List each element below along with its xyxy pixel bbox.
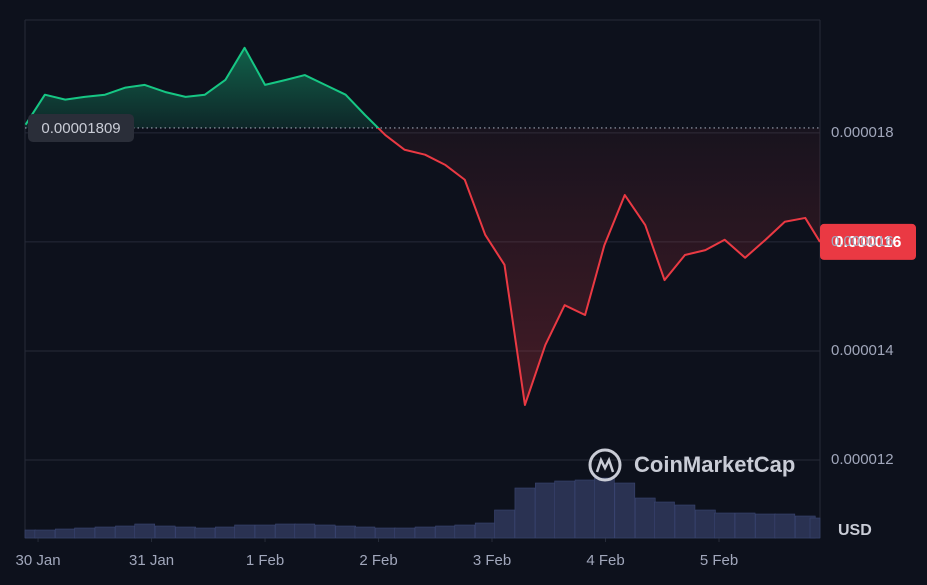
volume-bar (614, 482, 636, 539)
volume-bar (375, 527, 396, 539)
volume-bar (734, 512, 756, 539)
volume-bar (714, 512, 735, 539)
baseline-label: 0.00001809 (41, 120, 120, 137)
volume-bar (275, 523, 296, 539)
volume-bar (535, 482, 556, 539)
price-area (25, 47, 821, 405)
volume-bar (554, 480, 575, 539)
volume-bar (134, 523, 156, 539)
volume-bar (115, 525, 136, 539)
volume-bar (514, 487, 536, 539)
volume-bar (34, 529, 56, 539)
last-price-box (820, 223, 916, 260)
volume-bar (634, 497, 656, 539)
volume-bar (335, 525, 356, 539)
x-tick-label: 5 Feb (700, 552, 738, 569)
volume-bar (74, 527, 95, 539)
volume-bar (494, 509, 515, 539)
y-tick-label: 0.000016 (831, 233, 894, 250)
volume-bar (354, 526, 376, 539)
volume-bar (314, 524, 336, 539)
volume-bar (94, 526, 116, 539)
volume-bar (54, 528, 76, 539)
volume-bar (435, 525, 456, 539)
volume-bar (194, 527, 216, 539)
volume-bar (594, 477, 615, 539)
y-tick-label: 0.000012 (831, 451, 894, 468)
volume-bar (474, 522, 496, 539)
volume-bar (154, 525, 176, 539)
y-tick-label: 0.000014 (831, 342, 894, 359)
x-tick-label: 1 Feb (246, 552, 284, 569)
x-tick-label: 2 Feb (359, 552, 397, 569)
volume-bar (574, 479, 596, 539)
y-tick-label: 0.000018 (831, 124, 894, 141)
volume-bar (809, 517, 821, 539)
volume-bar (695, 509, 716, 539)
watermark-text: CoinMarketCap (634, 452, 795, 477)
last-price-label: 0.000016 (835, 234, 902, 251)
watermark-logo-mark (595, 456, 615, 473)
x-tick-label: 4 Feb (586, 552, 624, 569)
volume-bar (254, 524, 276, 539)
volume-bar (175, 526, 196, 539)
volume-bar (215, 526, 236, 539)
watermark-logo (588, 448, 622, 482)
volume-bar (755, 513, 776, 539)
watermark: CoinMarketCap (588, 448, 795, 482)
volume-bar (234, 524, 255, 539)
volume-bar (774, 513, 796, 539)
volume-bar (454, 524, 476, 539)
baseline-label-box (28, 113, 134, 142)
volume-bar (674, 504, 696, 539)
volume-bar (24, 529, 36, 539)
plot: 0.00001809 0.000016 (24, 46, 916, 406)
price-line (24, 46, 821, 406)
volume-bar (294, 523, 316, 539)
x-tick-label: 3 Feb (473, 552, 511, 569)
volume-bar (394, 527, 415, 539)
volume-bar (654, 501, 675, 539)
x-tick-label: 30 Jan (16, 552, 61, 569)
volume-bars (24, 477, 821, 539)
currency-label: USD (838, 522, 872, 539)
x-tick-label: 31 Jan (129, 552, 174, 569)
volume-bar (414, 526, 436, 539)
